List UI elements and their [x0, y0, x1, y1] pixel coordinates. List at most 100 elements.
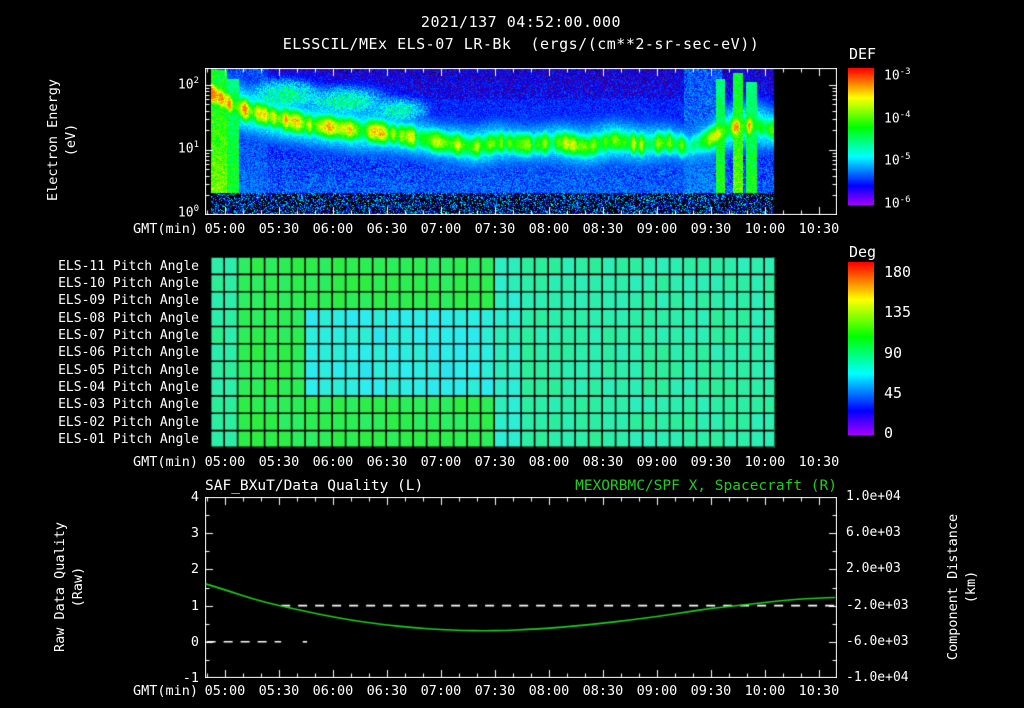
pitch-row-label: ELS-02 Pitch Angle [58, 414, 199, 430]
x-tick-label: 07:30 [474, 683, 516, 699]
deg-colorbar-canvas [848, 262, 874, 435]
pitch-angle-canvas [205, 257, 837, 448]
pitch-time-axis: GMT(min) 05:00 05:30 06:00 06:30 07:00 07:30 08… [133, 454, 839, 471]
x-tick-label: 09:00 [636, 454, 678, 470]
timeseries-left-tick-label: 1 [190, 597, 199, 614]
deg-colorbar-tick-label: 135 [884, 303, 912, 322]
spectro-y-tick-label: 100 [177, 204, 199, 221]
timeseries-time-axis: GMT(min) 05:00 05:30 06:00 06:30 07:00 07:30 08… [133, 683, 839, 700]
x-tick-label: 05:00 [204, 454, 246, 470]
pitch-row-label: ELS-04 Pitch Angle [58, 380, 199, 396]
deg-colorbar-title: Deg [849, 243, 877, 261]
x-tick-label: 06:00 [312, 221, 354, 237]
pitch-row-label: ELS-08 Pitch Angle [58, 310, 199, 326]
pitch-row-label: ELS-10 Pitch Angle [58, 275, 199, 291]
axis-label-line: Component Distance [945, 513, 961, 661]
right-series-title: MEXORBMC/SPF X, Spacecraft (R) [575, 478, 837, 494]
axis-label-line: Electron Energy [45, 79, 61, 201]
x-tick-label: 10:30 [798, 683, 840, 699]
timeseries-left-tick-label: -1 [182, 670, 199, 686]
def-colorbar-tick-label: 10-3 [884, 67, 911, 84]
def-colorbar-title: DEF [849, 45, 877, 63]
timeseries-right-tick-label: -1.0e+04 [846, 670, 909, 685]
x-tick-label: 10:30 [798, 221, 840, 237]
x-tick-label: 07:00 [420, 454, 462, 470]
pitch-row-label: ELS-11 Pitch Angle [58, 258, 199, 274]
pitch-row-label: ELS-06 Pitch Angle [58, 345, 199, 361]
pitch-row-label: ELS-09 Pitch Angle [58, 293, 199, 309]
timeseries-left-axis-label: Raw Data Quality (Raw) [51, 477, 89, 697]
x-tick-label: 08:30 [582, 454, 624, 470]
timeseries-right-tick-label: 2.0e+03 [846, 561, 901, 577]
axis-label-line: (eV) [63, 123, 79, 157]
x-tick-label: 08:00 [528, 683, 570, 699]
x-tick-label: 07:30 [474, 454, 516, 470]
pitch-row-label: ELS-03 Pitch Angle [58, 397, 199, 413]
timeseries-canvas [205, 497, 837, 678]
def-colorbar-tick-label: 10-5 [884, 152, 911, 169]
x-tick-label: 09:00 [636, 221, 678, 237]
timeseries-right-axis-label: Component Distance (km) [944, 477, 982, 697]
x-tick-label: 09:30 [690, 683, 732, 699]
x-tick-label: 06:30 [366, 454, 408, 470]
x-tick-label: 08:30 [582, 683, 624, 699]
x-tick-label: 10:00 [744, 454, 786, 470]
timeseries-left-tick-label: 3 [190, 525, 199, 542]
deg-colorbar-tick-label: 0 [884, 424, 894, 443]
x-tick-label: 07:00 [420, 221, 462, 237]
timeseries-right-tick-label: -6.0e+03 [846, 633, 909, 649]
timeseries-left-tick-label: 4 [190, 489, 199, 505]
def-colorbar-canvas [848, 68, 874, 205]
x-tick-label: 10:00 [744, 221, 786, 237]
timeseries-right-tick-label: 6.0e+03 [846, 525, 901, 541]
title-spacer [511, 35, 530, 53]
timeseries-titles: SAF_BXuT/Data Quality (L) MEXORBMC/SPF X… [205, 478, 837, 494]
datetime-title: 2021/137 04:52:00.000 [420, 13, 622, 31]
pitch-row-label: ELS-05 Pitch Angle [58, 362, 199, 378]
x-tick-label: 10:00 [744, 683, 786, 699]
x-tick-label: 05:30 [258, 221, 300, 237]
deg-colorbar-tick-label: 180 [884, 263, 912, 281]
spectro-y-tick-label: 102 [177, 76, 199, 93]
axis-label-line: Raw Data Quality [52, 521, 68, 653]
deg-colorbar-tick-label: 90 [884, 343, 903, 362]
x-tick-label: 05:30 [258, 683, 300, 699]
x-tick-label: 08:00 [528, 221, 570, 237]
spectrogram-canvas [205, 68, 837, 215]
x-tick-label: 05:00 [204, 221, 246, 237]
x-tick-label: 05:00 [204, 683, 246, 699]
x-tick-label: 05:30 [258, 454, 300, 470]
instrument-title: ELSSCIL/MEx ELS-07 LR-Bk [282, 35, 512, 53]
gmt-axis-label: GMT(min) [132, 683, 198, 699]
axis-label-line: (km) [963, 570, 979, 604]
gmt-axis-label: GMT(min) [132, 221, 198, 237]
x-tick-label: 09:30 [690, 221, 732, 237]
timeseries-left-tick-label: 0 [190, 633, 199, 650]
spectro-y-axis-label: Electron Energy (eV) [44, 30, 82, 250]
def-colorbar-tick-label: 10-4 [884, 109, 911, 127]
x-tick-label: 10:30 [798, 454, 840, 470]
x-tick-label: 06:30 [366, 221, 408, 237]
x-tick-label: 09:00 [636, 683, 678, 699]
spectro-time-axis: GMT(min) 05:00 05:30 06:00 06:30 07:00 07:30 08… [133, 221, 839, 238]
pitch-row-label: ELS-07 Pitch Angle [58, 327, 199, 343]
plot-title: ELSSCIL/MEx ELS-07 LR-Bk (ergs/(cm**2-sr… [205, 35, 837, 53]
timeseries-right-tick-label: 1.0e+04 [846, 489, 901, 504]
units-label: (ergs/(cm**2-sr-sec-eV)) [530, 35, 760, 53]
timeseries-left-tick-label: 2 [190, 561, 199, 578]
deg-colorbar-tick-label: 45 [884, 383, 903, 402]
gmt-axis-label: GMT(min) [132, 454, 198, 470]
pitch-row-label: ELS-01 Pitch Angle [58, 432, 199, 448]
x-tick-label: 07:00 [420, 683, 462, 699]
x-tick-label: 08:30 [582, 221, 624, 237]
x-tick-label: 09:30 [690, 454, 732, 470]
axis-label-line: (Raw) [70, 566, 86, 608]
left-series-title: SAF_BXuT/Data Quality (L) [205, 478, 424, 494]
def-colorbar-tick-label: 10-6 [884, 195, 911, 212]
x-tick-label: 06:30 [366, 683, 408, 699]
x-tick-label: 07:30 [474, 221, 516, 237]
spectro-y-tick-label: 101 [177, 140, 199, 157]
timeseries-right-tick-label: -2.0e+03 [846, 597, 909, 613]
x-tick-label: 06:00 [312, 683, 354, 699]
